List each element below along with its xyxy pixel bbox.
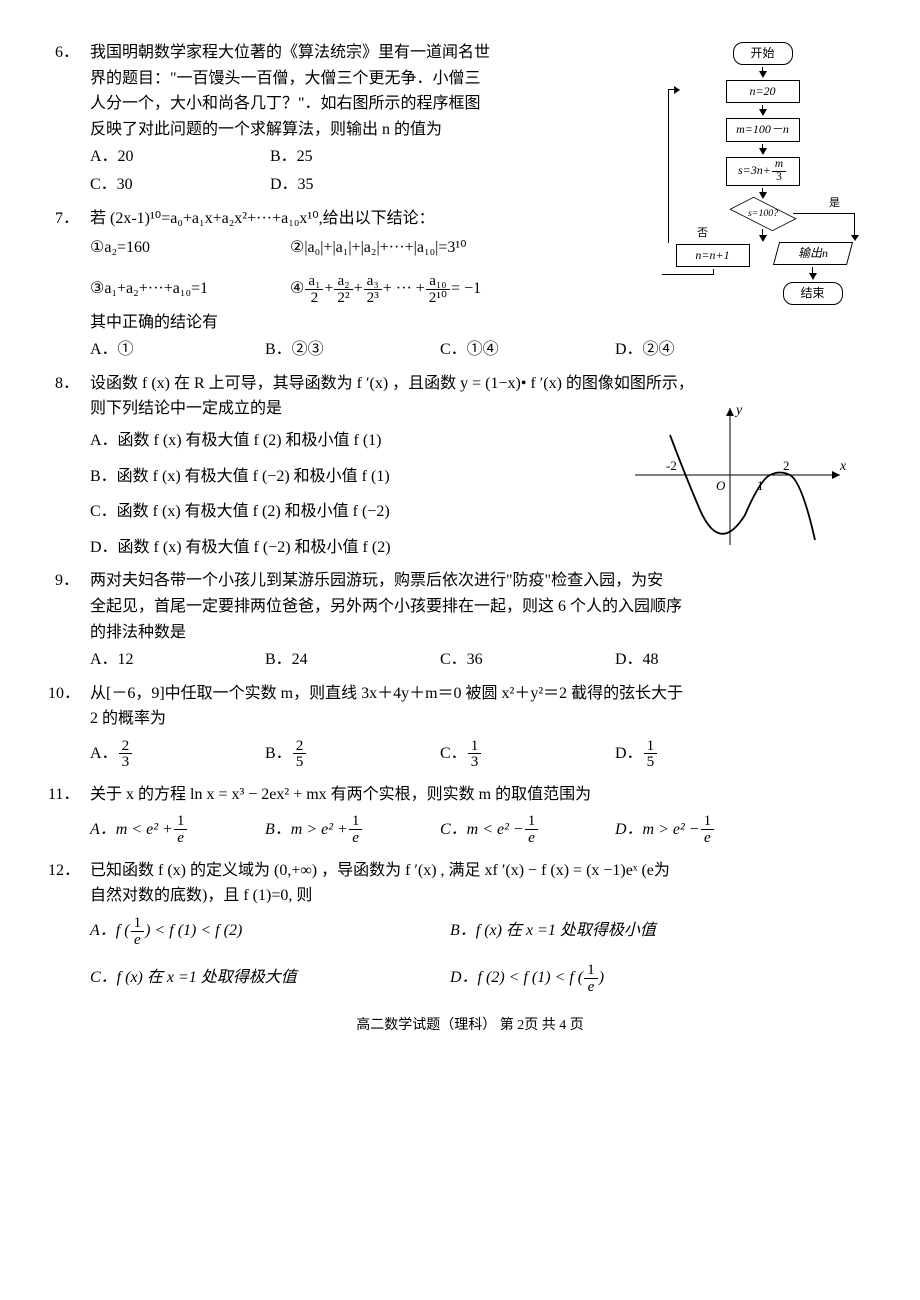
question-stem: 已知函数 f (x) 的定义域为 (0,+∞) ，导函数为 f ′(x) , 满…	[90, 858, 850, 909]
svg-text:-2: -2	[666, 458, 677, 473]
statement-2: ②|a₀|+|a₁|+|a₂|+···+|a₁₀|=3¹⁰	[290, 235, 467, 261]
statement-4: ④ a₁2 + a₂2² + a₃2³ + ··· + a₁₀2¹⁰ = −1	[290, 273, 481, 306]
option-b: B．②③	[265, 337, 430, 363]
options: A．20 B．25	[90, 144, 665, 170]
statement-3: ③a₁+a₂+···+a₁₀=1	[90, 276, 290, 302]
statement-1: ①a₂=160	[90, 235, 290, 261]
option-b: B．25	[270, 144, 440, 170]
options: A．23 B．25 C．13 D．15	[90, 734, 850, 774]
question-12: 12． 已知函数 f (x) 的定义域为 (0,+∞) ，导函数为 f ′(x)…	[90, 858, 850, 995]
option-b: B．f (x) 在 x =1 处取得极小值	[450, 915, 656, 948]
option-b: B．24	[265, 647, 430, 673]
option-c: C．①④	[440, 337, 605, 363]
option-a: A．23	[90, 734, 255, 774]
option-d: D．②④	[615, 337, 780, 363]
question-number: 7．	[55, 206, 79, 232]
option-d: D．f (2) < f (1) < f (1e)	[450, 962, 604, 995]
question-number: 8．	[55, 371, 79, 397]
page-footer: 高二数学试题（理科） 第 2页 共 4 页	[90, 1015, 850, 1037]
options: A．12 B．24 C．36 D．48	[90, 647, 850, 673]
option-a: A．20	[90, 144, 260, 170]
option-b: B．m > e² +1e	[265, 810, 430, 850]
option-a: A．12	[90, 647, 255, 673]
question-number: 10．	[48, 681, 80, 707]
question-6: 6． 我国明朝数学家程大位著的《算法统宗》里有一道闻名世 界的题目："一百馒头一…	[90, 40, 850, 198]
option-c: C．m < e² −1e	[440, 810, 605, 850]
question-9: 9． 两对夫妇各带一个小孩儿到某游乐园游玩，购票后依次进行"防疫"检查入园，为安…	[90, 568, 850, 672]
option-a: A．f (1e) < f (1) < f (2)	[90, 915, 450, 948]
svg-text:O: O	[716, 478, 726, 493]
question-10: 10． 从[－6，9]中任取一个实数 m，则直线 3x＋4y＋m＝0 被圆 x²…	[90, 681, 850, 774]
option-c: C．36	[440, 647, 605, 673]
option-a: A．m < e² +1e	[90, 810, 255, 850]
question-stem: 我国明朝数学家程大位著的《算法统宗》里有一道闻名世 界的题目："一百馒头一百僧，…	[90, 40, 850, 142]
question-number: 12．	[48, 858, 80, 884]
svg-text:x: x	[839, 459, 847, 474]
options: A．f (1e) < f (1) < f (2) B．f (x) 在 x =1 …	[90, 915, 850, 995]
question-stem: 两对夫妇各带一个小孩儿到某游乐园游玩，购票后依次进行"防疫"检查入园，为安 全起…	[90, 568, 850, 645]
question-stem: 设函数 f (x) 在 R 上可导，其导函数为 f ′(x) ，且函数 y = …	[90, 371, 850, 422]
option-d: D．m > e² −1e	[615, 810, 780, 850]
question-number: 9．	[55, 568, 79, 594]
option-d: D．15	[615, 734, 780, 774]
question-number: 11．	[48, 782, 79, 808]
question-7: 7． 若 (2x-1)¹⁰=a₀+a₁x+a₂x²+···+a₁₀x¹⁰,给出以…	[90, 206, 850, 363]
options: A．m < e² +1e B．m > e² +1e C．m < e² −1e D…	[90, 810, 850, 850]
question-number: 6．	[55, 40, 79, 66]
option-d: D．35	[270, 172, 440, 198]
option-c: C．13	[440, 734, 605, 774]
svg-text:y: y	[734, 403, 743, 418]
question-stem: 从[－6，9]中任取一个实数 m，则直线 3x＋4y＋m＝0 被圆 x²＋y²＝…	[90, 681, 850, 732]
question-stem: 关于 x 的方程 ln x = x³ − 2ex² + mx 有两个实根，则实数…	[90, 782, 850, 808]
option-b: B．25	[265, 734, 430, 774]
option-c: C．30	[90, 172, 260, 198]
option-c: C．f (x) 在 x =1 处取得极大值	[90, 962, 450, 995]
question-post: 其中正确的结论有	[90, 310, 850, 336]
function-graph: x y -2 O 1 2	[630, 400, 850, 550]
option-d: D．48	[615, 647, 780, 673]
svg-text:2: 2	[783, 458, 790, 473]
question-8: 8． 设函数 f (x) 在 R 上可导，其导函数为 f ′(x) ，且函数 y…	[90, 371, 850, 561]
option-a: A．①	[90, 337, 255, 363]
options: A．① B．②③ C．①④ D．②④	[90, 337, 850, 363]
question-stem: 若 (2x-1)¹⁰=a₀+a₁x+a₂x²+···+a₁₀x¹⁰,给出以下结论…	[90, 206, 850, 232]
question-11: 11． 关于 x 的方程 ln x = x³ − 2ex² + mx 有两个实根…	[90, 782, 850, 850]
sub-statements: ①a₂=160 ②|a₀|+|a₁|+|a₂|+···+|a₁₀|=3¹⁰ ③a…	[90, 235, 850, 308]
